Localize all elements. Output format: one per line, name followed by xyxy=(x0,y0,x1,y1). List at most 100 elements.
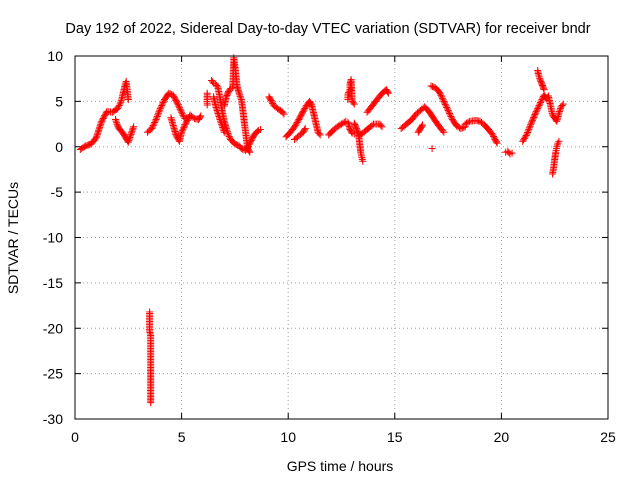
data-point xyxy=(532,109,540,117)
data-point xyxy=(220,128,228,136)
data-point xyxy=(301,125,309,133)
data-point xyxy=(535,71,543,79)
data-point xyxy=(440,128,448,136)
data-point xyxy=(533,106,541,114)
data-point xyxy=(528,118,536,126)
data-point xyxy=(441,100,449,108)
data-point xyxy=(291,121,299,129)
data-point xyxy=(235,89,243,97)
data-point xyxy=(129,124,137,132)
data-point xyxy=(534,105,542,113)
data-point xyxy=(148,123,156,131)
data-point xyxy=(530,113,538,121)
data-point xyxy=(339,119,347,127)
data-point xyxy=(147,399,155,407)
data-point xyxy=(189,113,197,121)
data-point xyxy=(159,99,167,107)
data-point xyxy=(384,88,392,96)
data-point xyxy=(98,116,106,124)
data-point xyxy=(224,129,232,137)
data-point xyxy=(536,100,544,108)
data-point xyxy=(460,123,468,131)
data-point xyxy=(125,137,133,145)
data-point xyxy=(377,121,385,129)
data-point xyxy=(178,127,186,135)
data-point xyxy=(292,120,300,128)
data-point xyxy=(358,154,366,162)
data-point xyxy=(175,102,183,110)
data-point xyxy=(267,96,275,104)
data-point xyxy=(177,107,185,115)
data-point xyxy=(528,116,536,124)
data-point xyxy=(461,120,469,128)
data-point xyxy=(236,91,244,99)
data-point xyxy=(151,119,159,127)
data-point xyxy=(463,119,471,127)
data-point xyxy=(524,127,532,135)
data-point xyxy=(178,128,186,136)
data-point xyxy=(446,109,454,117)
grid-lines xyxy=(75,56,608,419)
data-point xyxy=(219,125,227,133)
data-point xyxy=(444,106,452,114)
data-point xyxy=(218,120,226,128)
data-points xyxy=(76,54,567,407)
data-point xyxy=(113,119,121,127)
data-point xyxy=(508,149,516,157)
data-point xyxy=(368,121,376,129)
data-point xyxy=(525,125,533,133)
y-axis-label: SDTVAR / TECUs xyxy=(5,182,21,294)
data-point xyxy=(555,137,563,145)
data-point xyxy=(439,96,447,104)
data-point xyxy=(158,100,166,108)
data-point xyxy=(291,123,299,131)
data-point xyxy=(523,130,531,138)
data-point xyxy=(180,122,188,130)
x-tick-label: 15 xyxy=(387,429,403,445)
data-point xyxy=(179,111,187,119)
data-point xyxy=(196,113,204,121)
data-point xyxy=(126,132,134,140)
data-point xyxy=(349,99,357,107)
data-point xyxy=(493,139,501,147)
y-tick-label: -15 xyxy=(43,275,63,291)
data-point xyxy=(489,131,497,139)
data-point xyxy=(155,108,163,116)
x-tick-label: 20 xyxy=(494,429,510,445)
data-point xyxy=(219,123,227,131)
data-point xyxy=(203,89,211,97)
data-point xyxy=(148,125,156,133)
data-point xyxy=(316,131,324,139)
data-point xyxy=(436,88,444,96)
data-point xyxy=(384,89,392,97)
data-point xyxy=(535,102,543,110)
x-axis-label: GPS time / hours xyxy=(287,458,394,474)
data-point xyxy=(156,105,164,113)
data-point xyxy=(555,108,563,116)
chart-title: Day 192 of 2022, Sidereal Day-to-day VTE… xyxy=(65,21,590,37)
y-tick-label: -25 xyxy=(43,366,63,382)
y-tick-label: -5 xyxy=(51,184,64,200)
data-point xyxy=(441,99,449,107)
data-point xyxy=(293,118,301,126)
data-point xyxy=(540,86,548,94)
data-point xyxy=(540,84,548,92)
data-point xyxy=(521,133,529,141)
data-point xyxy=(532,108,540,116)
data-point xyxy=(152,116,160,124)
data-point xyxy=(537,97,545,105)
data-point xyxy=(175,104,183,112)
data-point xyxy=(127,129,135,137)
data-point xyxy=(536,99,544,107)
data-point xyxy=(129,126,137,134)
data-point xyxy=(458,124,466,132)
data-point xyxy=(529,115,537,123)
data-point xyxy=(116,100,124,108)
data-point xyxy=(127,130,135,138)
data-point xyxy=(336,121,344,129)
data-point xyxy=(302,103,310,111)
data-point xyxy=(534,103,542,111)
data-point xyxy=(98,117,106,125)
y-tick-label: 5 xyxy=(55,93,63,109)
data-point xyxy=(519,137,527,145)
